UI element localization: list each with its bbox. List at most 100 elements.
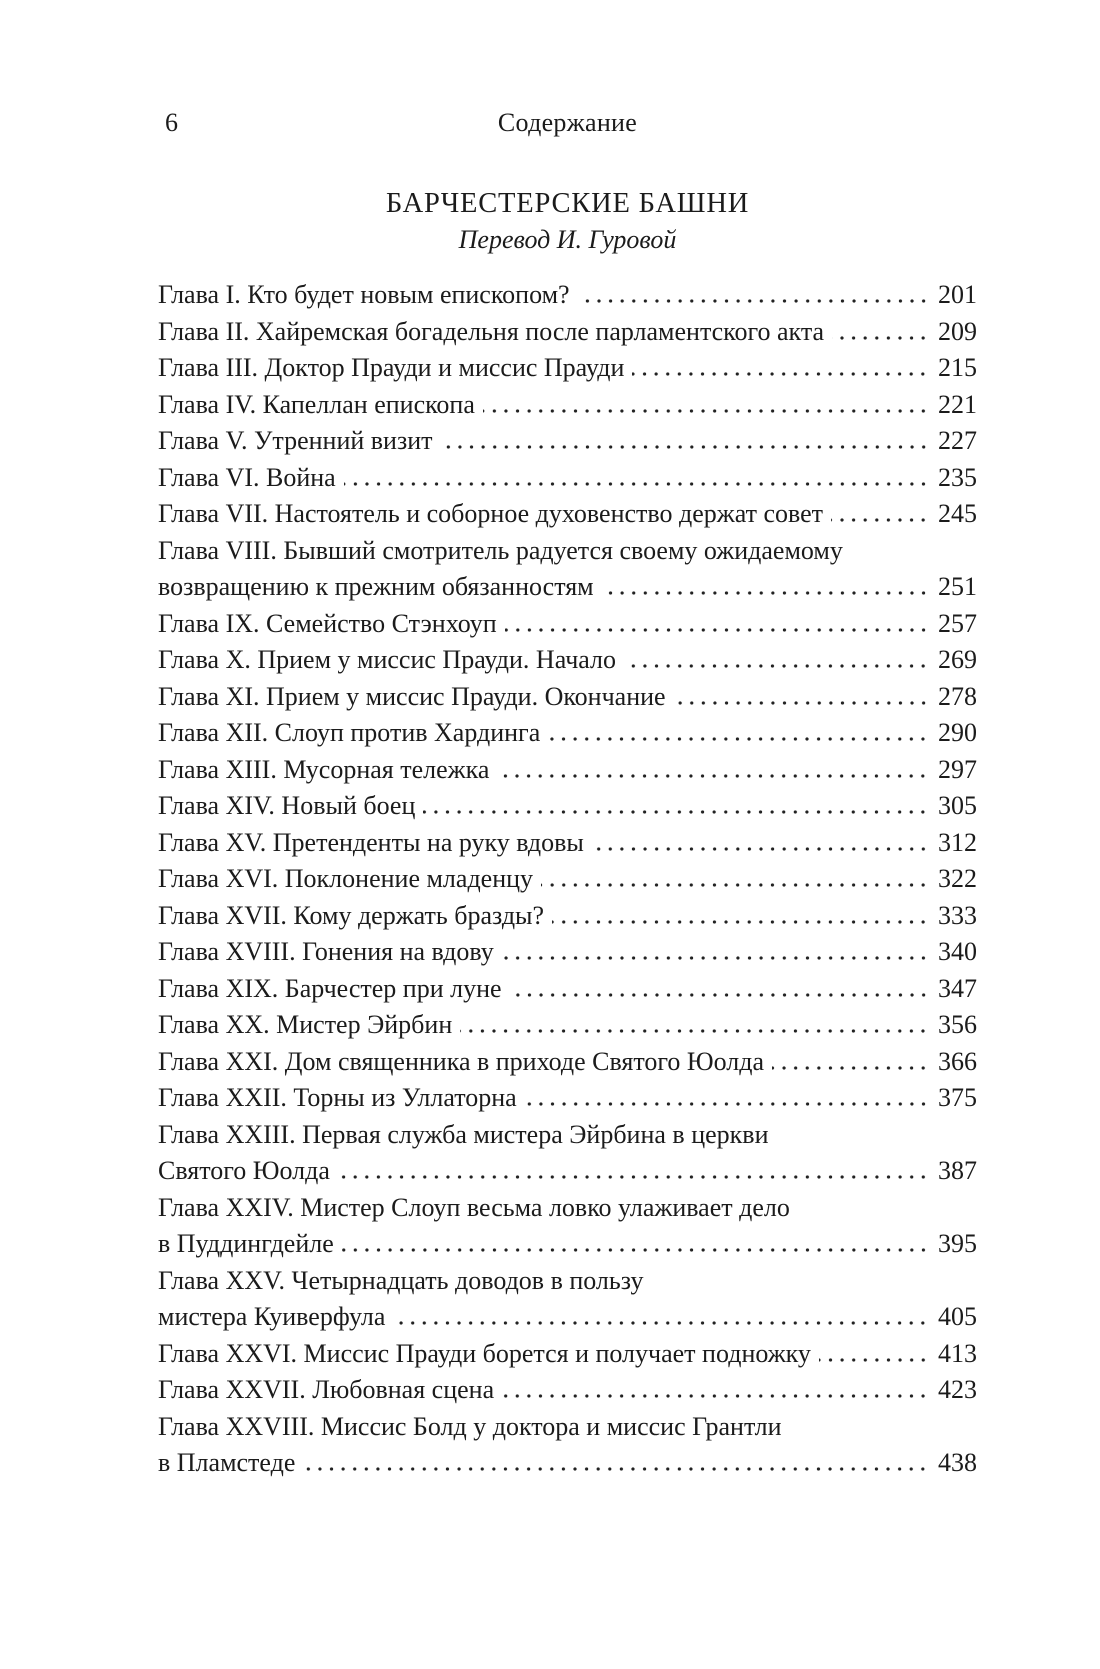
toc-entry-title: Глава XII. Слоуп против Хардинга: [158, 718, 541, 747]
toc-page-number: 215: [938, 353, 977, 382]
dot-leader: [460, 1029, 929, 1033]
toc-page-number: 257: [938, 608, 977, 638]
toc-entry: Глава XXI. Дом священника в приходе Свят…: [158, 1044, 977, 1081]
dot-leader: [552, 919, 929, 924]
toc-entry: Глава XXIII. Первая служба мистера Эйрби…: [158, 1117, 977, 1190]
toc-entry: Глава I. Кто будет новым епископом? 201: [158, 277, 977, 314]
dot-leader: [303, 1467, 929, 1471]
toc-entry-title: Глава XVI. Поклонение младенцу: [158, 864, 534, 893]
toc-entry: Глава IV. Капеллан епископа 221: [158, 387, 977, 424]
dot-leader: [497, 773, 929, 778]
dot-leader: [524, 1102, 929, 1106]
toc-page-number: 221: [938, 389, 977, 419]
running-header: Содержание: [497, 108, 638, 137]
dot-leader: [601, 591, 929, 595]
toc-entry-title: Глава V. Утренний визит: [158, 426, 433, 455]
dot-leader: [591, 846, 929, 851]
dot-leader: [624, 664, 929, 668]
toc-page-number: 347: [938, 973, 977, 1003]
toc-page-number: 209: [938, 316, 977, 346]
toc-entry: Глава X. Прием у миссис Прауди. Начало 26…: [158, 642, 977, 679]
toc-entry-title: Глава VIII. Бывший смотритель радуется с…: [158, 535, 843, 565]
page-header: 6 Содержание: [158, 106, 977, 140]
dot-leader: [577, 299, 929, 303]
toc-page-number: 413: [938, 1338, 977, 1368]
toc-entry: Глава XIX. Барчестер при луне 347: [158, 971, 977, 1008]
toc-entry-title: Глава XVIII. Гонения на вдову: [158, 937, 494, 966]
toc-entry: Глава XVIII. Гонения на вдову 340: [158, 934, 977, 971]
dot-leader: [501, 956, 929, 960]
toc-entry: Глава XXII. Торны из Уллаторна 375: [158, 1080, 977, 1117]
toc-entry-title: Глава VI. Война: [158, 462, 336, 492]
toc-entry-title: Глава XV. Претенденты на руку вдовы: [158, 827, 584, 857]
toc-entry-title: Глава III. Доктор Прауди и миссис Прауди: [158, 353, 625, 382]
dot-leader: [502, 1394, 929, 1398]
toc-entry: Глава XXVIII. Миссис Болд у доктора и ми…: [158, 1409, 977, 1482]
toc-entry-title: Глава XXIV. Мистер Слоуп весьма ловко ул…: [158, 1192, 790, 1222]
toc-page-number: 269: [938, 645, 977, 674]
translator-subtitle: Перевод И. Гуровой: [458, 225, 677, 254]
toc-entry: Глава V. Утренний визит 227: [158, 423, 977, 460]
toc-page-number: 297: [938, 754, 977, 784]
toc-entry: Глава XV. Претенденты на руку вдовы 312: [158, 825, 977, 862]
toc-list: Глава I. Кто будет новым епископом? 201 Гл…: [158, 277, 977, 1482]
toc-page-number: 201: [938, 280, 977, 309]
toc-page-number: 322: [938, 864, 977, 893]
toc-entry: Глава VII. Настоятель и соборное духовен…: [158, 496, 977, 533]
toc-page-number: 227: [938, 426, 977, 455]
dot-leader: [673, 700, 929, 705]
dot-leader: [541, 883, 929, 887]
toc-entry-title: Глава IV. Капеллан епископа: [158, 389, 475, 419]
dot-leader: [818, 1357, 929, 1362]
book-title: БАРЧЕСТЕРСКИЕ БАШНИ: [385, 188, 750, 219]
toc-entry: Глава XVI. Поклонение младенцу 322: [158, 861, 977, 898]
toc-entry: Глава XXV. Четырнадцать доводов в пользу…: [158, 1263, 977, 1336]
toc-page-number: 366: [938, 1046, 977, 1076]
dot-leader: [337, 1175, 929, 1179]
toc-entry-title: Глава XX. Мистер Эйрбин: [158, 1010, 453, 1039]
toc-entry: Глава XX. Мистер Эйрбин 356: [158, 1007, 977, 1044]
toc-entry: Глава VIII. Бывший смотритель радуется с…: [158, 533, 977, 606]
toc-page-number: 312: [938, 827, 977, 857]
dot-leader: [440, 445, 929, 449]
toc-entry-title: Глава XXI. Дом священника в приходе Свят…: [158, 1046, 765, 1076]
toc-page-number: 245: [938, 499, 977, 528]
toc-page-number: 395: [938, 1229, 977, 1258]
toc-page-number: 278: [938, 681, 977, 711]
toc-entry: Глава XII. Слоуп против Хардинга 290: [158, 715, 977, 752]
toc-page-number: 423: [938, 1375, 977, 1404]
toc-entry: Глава III. Доктор Прауди и миссис Прауди…: [158, 350, 977, 387]
dot-leader: [423, 810, 929, 814]
toc-entry-title-continued: в Пуддингдейле: [158, 1229, 334, 1258]
toc-page-number: 405: [938, 1302, 977, 1331]
toc-entry: Глава XXVII. Любовная сцена 423: [158, 1372, 977, 1409]
toc-entry-title: Глава XIV. Новый боец: [158, 791, 416, 820]
toc-page-number: 333: [938, 900, 977, 930]
toc-entry-title: Глава XIII. Мусорная тележка: [158, 754, 490, 784]
toc-entry-title: Глава II. Хайремская богадельня после па…: [158, 316, 825, 346]
dot-leader: [341, 1248, 929, 1252]
toc-entry-title: Глава IX. Семейство Стэнхоуп: [158, 608, 497, 638]
toc-entry: Глава XXVI. Миссис Прауди борется и полу…: [158, 1336, 977, 1373]
toc-entry-title-continued: Святого Юолда: [158, 1156, 330, 1185]
toc-entry: Глава XXIV. Мистер Слоуп весьма ловко ул…: [158, 1190, 977, 1263]
toc-entry-title: Глава XIX. Барчестер при луне: [158, 973, 502, 1003]
toc-entry: Глава II. Хайремская богадельня после па…: [158, 314, 977, 351]
toc-entry: Глава XI. Прием у миссис Прауди. Окончан…: [158, 679, 977, 716]
dot-leader: [343, 481, 929, 486]
toc-entry: Глава IX. Семейство Стэнхоуп 257: [158, 606, 977, 643]
toc-entry-title-continued: в Пламстеде: [158, 1448, 296, 1477]
title-block: БАРЧЕСТЕРСКИЕ БАШНИ Перевод И. Гуровой: [158, 186, 977, 258]
dot-leader: [509, 992, 929, 997]
toc-entry-title: Глава XXII. Торны из Уллаторна: [158, 1083, 517, 1112]
toc-page-number: 375: [938, 1083, 977, 1112]
dot-leader: [482, 408, 929, 413]
dot-leader: [504, 627, 929, 632]
toc-page-number: 290: [938, 718, 977, 747]
dot-leader: [832, 335, 929, 340]
toc-entry: Глава XIII. Мусорная тележка 297: [158, 752, 977, 789]
toc-entry: Глава VI. Война 235: [158, 460, 977, 497]
dot-leader: [831, 518, 929, 522]
toc-entry-title: Глава XXV. Четырнадцать доводов в пользу: [158, 1265, 644, 1295]
